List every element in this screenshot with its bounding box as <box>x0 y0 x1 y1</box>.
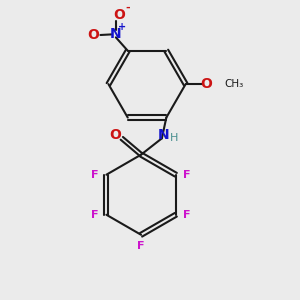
Text: CH₃: CH₃ <box>224 79 244 89</box>
Text: N: N <box>110 27 122 41</box>
Text: F: F <box>137 241 145 251</box>
Text: O: O <box>113 8 125 22</box>
Text: F: F <box>183 170 191 180</box>
Text: N: N <box>158 128 169 142</box>
Text: F: F <box>92 210 99 220</box>
Text: O: O <box>88 28 100 42</box>
Text: O: O <box>109 128 121 142</box>
Text: H: H <box>170 133 178 143</box>
Text: F: F <box>92 170 99 180</box>
Text: +: + <box>118 22 127 32</box>
Text: F: F <box>183 210 191 220</box>
Text: -: - <box>125 3 130 13</box>
Text: O: O <box>200 77 212 91</box>
